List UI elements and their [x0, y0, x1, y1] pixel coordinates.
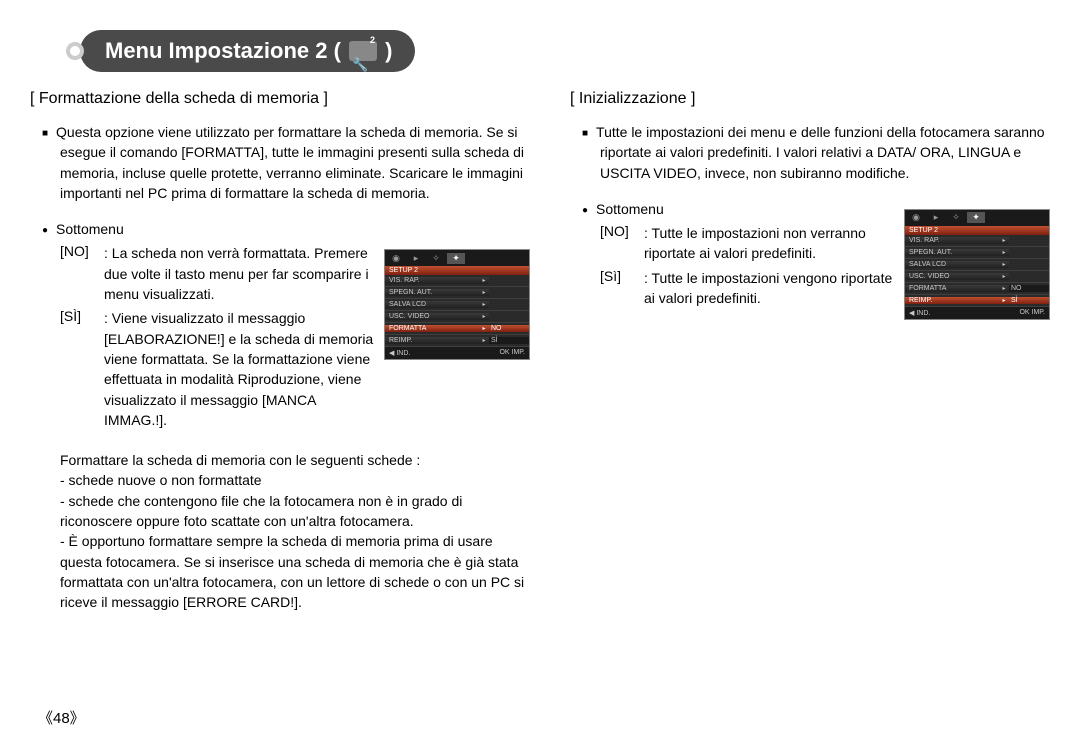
cam-menu-row-label: SPEGN. AUT.: [385, 289, 479, 296]
icon-subscript: 2: [370, 19, 375, 61]
cam-menu-row-value: NO: [489, 325, 529, 332]
banner-title: Menu Impostazione 2 ( 🔧2 ): [105, 30, 392, 72]
cam-menu-row: SPEGN. AUT.▸: [385, 287, 529, 299]
camera-menu-format: ◉▸✧✦SETUP 2VIS. RAP.▸SPEGN. AUT.▸SALVA L…: [384, 249, 530, 360]
note-3: - È opportuno formattare sempre la sched…: [60, 531, 530, 612]
section-title-reset: [ Inizializzazione ]: [570, 90, 1050, 108]
cam-menu-arrow-icon: ▸: [999, 249, 1009, 256]
cam-menu-arrow-icon: ▸: [999, 273, 1009, 280]
note-1: - schede nuove o non formattate: [60, 470, 530, 490]
section-title-format: [ Formattazione della scheda di memoria …: [30, 90, 530, 108]
cam-menu-arrow-icon: ▸: [479, 277, 489, 284]
cam-menu-row: SALVA LCD▸: [905, 259, 1049, 271]
cam-menu-arrow-icon: ▸: [479, 301, 489, 308]
cam-tab-setup2-icon: ✦: [447, 253, 465, 264]
cam-menu-row-label: REIMP.: [385, 337, 479, 344]
cam-menu-arrow-icon: ▸: [999, 261, 1009, 268]
cam-menu-row-label: VIS. RAP.: [905, 237, 999, 244]
column-right: [ Inizializzazione ] Tutte le impostazio…: [570, 90, 1050, 613]
cam-menu-row-label: SALVA LCD: [385, 301, 479, 308]
cam-menu-arrow-icon: ▸: [479, 313, 489, 320]
cam-tab-setup1-icon: ✧: [947, 212, 965, 223]
cam-footer-left: ◀ IND.: [909, 309, 930, 317]
submenu-no-key-right: [NO]: [600, 223, 644, 264]
intro-format-text: Questa opzione viene utilizzato per form…: [60, 124, 524, 201]
note-2: - schede che contengono file che la foto…: [60, 491, 530, 532]
cam-tab-camera-icon: ◉: [907, 212, 925, 223]
cam-menu-row-label: SPEGN. AUT.: [905, 249, 999, 256]
cam-menu-row-value: NO: [1009, 285, 1049, 292]
banner-title-suffix: ): [379, 38, 392, 63]
cam-menu-row-label: REIMP.: [905, 297, 999, 304]
cam-menu-row: REIMP.▸SÌ: [905, 295, 1049, 307]
title-banner: Menu Impostazione 2 ( 🔧2 ): [30, 30, 1050, 72]
cam-menu-row-label: FORMATTA: [385, 325, 479, 332]
cam-menu-row-label: FORMATTA: [905, 285, 999, 292]
cam-menu-row-label: USC. VIDEO: [385, 313, 479, 320]
cam-tab-play-icon: ▸: [927, 212, 945, 223]
cam-menu-row: USC. VIDEO▸: [905, 271, 1049, 283]
submenu-si-key-left: [SÌ]: [60, 308, 104, 430]
setup2-icon: 🔧2: [349, 41, 377, 61]
column-left: [ Formattazione della scheda di memoria …: [30, 90, 530, 613]
cam-tab-setup2-icon: ✦: [967, 212, 985, 223]
cam-menu-arrow-icon: ▸: [479, 325, 489, 332]
cam-menu-row: FORMATTA▸NO: [385, 323, 529, 335]
cam-tabs: ◉▸✧✦: [905, 210, 1049, 226]
cam-menu-row-label: VIS. RAP.: [385, 277, 479, 284]
cam-footer-right: OK IMP.: [499, 349, 525, 357]
submenu-si-val-right: : Tutte le impostazioni vengono riportat…: [644, 268, 894, 309]
cam-footer-left: ◀ IND.: [389, 349, 410, 357]
cam-menu-row: REIMP.▸SÌ: [385, 335, 529, 347]
submenu-no-key-left: [NO]: [60, 243, 104, 304]
submenu-no-val-left: : La scheda non verrà formattata. Premer…: [104, 243, 374, 304]
cam-menu-row-label: USC. VIDEO: [905, 273, 999, 280]
submenu-label-left: Sottomenu: [30, 219, 374, 239]
cam-menu-row-value: SÌ: [1009, 297, 1049, 304]
cam-menu-row: USC. VIDEO▸: [385, 311, 529, 323]
cam-tab-setup1-icon: ✧: [427, 253, 445, 264]
submenu-si-right: [Sì] : Tutte le impostazioni vengono rip…: [570, 268, 894, 309]
submenu-no-left: [NO] : La scheda non verrà formattata. P…: [30, 243, 374, 304]
cam-menu-arrow-icon: ▸: [999, 285, 1009, 292]
submenu-label-right: Sottomenu: [570, 199, 894, 219]
cam-setup-label: SETUP 2: [905, 226, 1049, 235]
cam-menu-arrow-icon: ▸: [479, 337, 489, 344]
cam-menu-arrow-icon: ▸: [999, 237, 1009, 244]
submenu-no-val-right: : Tutte le impostazioni non verranno rip…: [644, 223, 894, 264]
intro-reset: Tutte le impostazioni dei menu e delle f…: [570, 122, 1050, 183]
cam-setup-label: SETUP 2: [385, 266, 529, 275]
cam-menu-row: SPEGN. AUT.▸: [905, 247, 1049, 259]
submenu-no-right: [NO] : Tutte le impostazioni non verrann…: [570, 223, 894, 264]
submenu-si-left: [SÌ] : Viene visualizzato il messaggio […: [30, 308, 374, 430]
page-number: 《48》: [38, 707, 85, 728]
cam-menu-row: VIS. RAP.▸: [905, 235, 1049, 247]
banner-title-prefix: Menu Impostazione 2 (: [105, 38, 347, 63]
cam-menu-row: FORMATTA▸NO: [905, 283, 1049, 295]
cam-menu-row: VIS. RAP.▸: [385, 275, 529, 287]
cam-menu-arrow-icon: ▸: [999, 297, 1009, 304]
banner-dot-inner: [70, 46, 80, 56]
cam-menu-row-label: SALVA LCD: [905, 261, 999, 268]
format-notes: Formattare la scheda di memoria con le s…: [30, 450, 530, 612]
cam-menu-footer: ◀ IND. OK IMP.: [385, 347, 529, 359]
submenu-label-left-text: Sottomenu: [60, 221, 124, 237]
submenu-label-right-text: Sottomenu: [600, 201, 664, 217]
cam-menu-row: SALVA LCD▸: [385, 299, 529, 311]
cam-tab-camera-icon: ◉: [387, 253, 405, 264]
cam-tabs: ◉▸✧✦: [385, 250, 529, 266]
cam-menu-footer: ◀ IND. OK IMP.: [905, 307, 1049, 319]
submenu-si-val-left: : Viene visualizzato il messaggio [ELABO…: [104, 308, 374, 430]
intro-reset-text: Tutte le impostazioni dei menu e delle f…: [600, 124, 1045, 181]
cam-footer-right: OK IMP.: [1019, 309, 1045, 317]
cam-tab-play-icon: ▸: [407, 253, 425, 264]
camera-menu-reset: ◉▸✧✦SETUP 2VIS. RAP.▸SPEGN. AUT.▸SALVA L…: [904, 209, 1050, 320]
cam-menu-row-value: SÌ: [489, 337, 529, 344]
cam-menu-arrow-icon: ▸: [479, 289, 489, 296]
notes-intro: Formattare la scheda di memoria con le s…: [60, 450, 530, 470]
wrench-icon: 🔧: [352, 44, 368, 86]
intro-format: Questa opzione viene utilizzato per form…: [30, 122, 530, 203]
submenu-si-key-right: [Sì]: [600, 268, 644, 309]
